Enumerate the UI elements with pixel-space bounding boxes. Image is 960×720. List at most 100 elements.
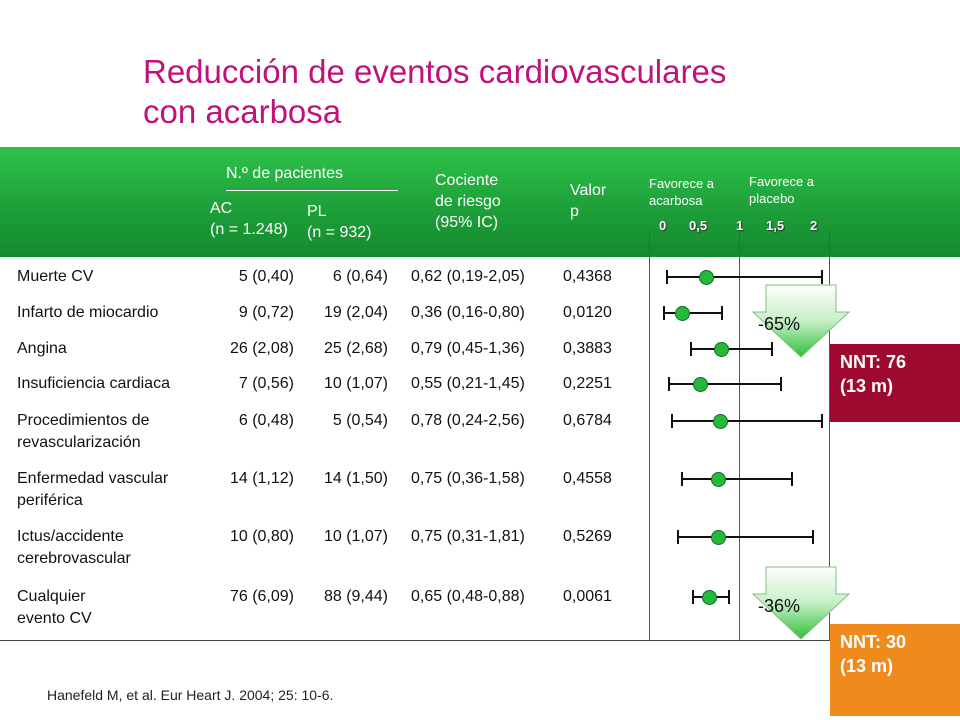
hazard-ratio-point (692, 377, 708, 392)
pl-count: 5 (0,54) (332, 412, 388, 429)
row-label: Enfermedad vascular (17, 470, 169, 487)
ac-label: AC (210, 200, 233, 217)
row-label: Insuficiencia cardiaca (17, 375, 170, 392)
confidence-interval-line (671, 420, 822, 422)
hr-header-line-3: (95% IC) (435, 214, 499, 231)
hazard-ratio: 0,65 (0,48-0,88) (411, 588, 525, 605)
reduction-arrow-any (752, 566, 850, 640)
hazard-ratio: 0,75 (0,36-1,58) (411, 470, 525, 487)
nnt-mi-line-2: (13 m) (840, 376, 894, 396)
pl-count: 88 (9,44) (323, 588, 388, 605)
pl-label: PL (307, 203, 327, 220)
axis-tick-2: 2 (810, 218, 818, 233)
ac-count: 5 (0,40) (238, 268, 294, 285)
row-label: Infarto de miocardio (17, 304, 159, 321)
pl-count: 14 (1,50) (323, 470, 388, 487)
ci-upper-cap (771, 342, 774, 356)
p-value: 0,3883 (563, 340, 612, 357)
p-value: 0,0120 (563, 304, 612, 321)
row-label: Cualquier (17, 588, 86, 605)
row-label: Ictus/accidente (17, 528, 124, 545)
nnt-any-line-1: NNT: 30 (840, 632, 907, 652)
title-line-1: Reducción de eventos cardiovasculares (143, 53, 727, 90)
axis-right-border (829, 230, 830, 640)
row-label: Procedimientos de (17, 412, 150, 429)
confidence-interval-line (664, 312, 722, 314)
pl-n: (n = 932) (307, 224, 372, 241)
pl-count: 19 (2,04) (323, 304, 388, 321)
ci-lower-cap (663, 306, 666, 320)
ci-lower-cap (676, 530, 679, 544)
row-label: Muerte CV (17, 268, 94, 285)
hr-header-line-2: de riesgo (435, 193, 501, 210)
patients-header-divider (226, 190, 398, 191)
p-value: 0,0061 (563, 588, 612, 605)
nnt-any-line-2: (13 m) (840, 656, 894, 676)
row-label-continued: cerebrovascular (17, 550, 131, 567)
hazard-ratio-point (675, 306, 691, 321)
axis-zero-line (649, 230, 650, 640)
favors-placebo-label: Favorece a placebo (749, 173, 814, 207)
reduction-label-mi: -65% (758, 314, 801, 334)
confidence-interval-line (667, 276, 822, 278)
favors-acarbose-line-1: Favorece a (649, 176, 715, 191)
ci-upper-cap (721, 306, 723, 320)
page-title: Reducción de eventos cardiovasculares co… (143, 52, 726, 132)
hazard-ratio-point (714, 342, 730, 357)
table-bottom-rule (0, 640, 830, 641)
p-value: 0,2251 (563, 375, 612, 392)
axis-tick-1: 1 (736, 218, 744, 233)
ac-n: (n = 1.248) (210, 221, 288, 238)
ac-count: 10 (0,80) (229, 528, 294, 545)
pl-header: PL (n = 932) (307, 201, 371, 243)
ci-upper-cap (811, 530, 814, 544)
favors-acarbose-line-2: acarbosa (649, 193, 703, 208)
axis-reference-line (739, 230, 740, 640)
ci-lower-cap (670, 414, 673, 428)
confidence-interval-line (682, 478, 793, 480)
confidence-interval-line (690, 348, 773, 350)
citation: Hanefeld M, et al. Eur Heart J. 2004; 25… (47, 687, 334, 703)
ac-count: 6 (0,48) (238, 412, 294, 429)
nnt-box-mi: NNT: 76 (13 m) (830, 344, 960, 422)
row-label: Angina (17, 340, 67, 357)
p-value: 0,6784 (563, 412, 612, 429)
hazard-ratio: 0,79 (0,45-1,36) (411, 340, 525, 357)
pl-count: 6 (0,64) (332, 268, 388, 285)
hr-header-line-1: Cociente (435, 172, 499, 189)
ac-count: 14 (1,12) (229, 470, 294, 487)
ci-lower-cap (681, 472, 684, 486)
row-label-continued: evento CV (17, 610, 92, 627)
p-header-line-2: p (570, 203, 579, 220)
pl-count: 25 (2,68) (323, 340, 388, 357)
hazard-ratio: 0,78 (0,24-2,56) (411, 412, 525, 429)
p-value-header: Valor p (570, 180, 606, 222)
title-line-2: con acarbosa (143, 93, 342, 130)
table-header-band (0, 147, 960, 257)
ac-count: 76 (6,09) (229, 588, 294, 605)
ci-lower-cap (666, 270, 669, 284)
favors-placebo-line-2: placebo (749, 191, 795, 206)
favors-placebo-line-1: Favorece a (749, 174, 815, 189)
row-label-continued: periférica (17, 492, 83, 509)
ac-header: AC (n = 1.248) (210, 198, 288, 240)
hazard-ratio-point (701, 590, 717, 605)
ci-lower-cap (667, 377, 670, 391)
ci-upper-cap (728, 590, 731, 604)
axis-tick-0: 0 (659, 218, 667, 233)
reduction-label-any: -36% (758, 596, 801, 616)
patients-header: N.º de pacientes (226, 165, 344, 182)
ac-count: 26 (2,08) (229, 340, 294, 357)
ci-upper-cap (821, 270, 823, 284)
p-value: 0,4558 (563, 470, 612, 487)
ac-count: 7 (0,56) (238, 375, 294, 392)
p-header-line-1: Valor (570, 182, 607, 199)
hazard-ratio: 0,55 (0,21-1,45) (411, 375, 525, 392)
confidence-interval-line (677, 536, 813, 538)
ac-count: 9 (0,72) (238, 304, 294, 321)
hazard-ratio-point (710, 472, 726, 487)
ci-lower-cap (689, 342, 692, 356)
nnt-mi-line-1: NNT: 76 (840, 352, 907, 372)
ci-upper-cap (821, 414, 823, 428)
p-value: 0,4368 (563, 268, 612, 285)
